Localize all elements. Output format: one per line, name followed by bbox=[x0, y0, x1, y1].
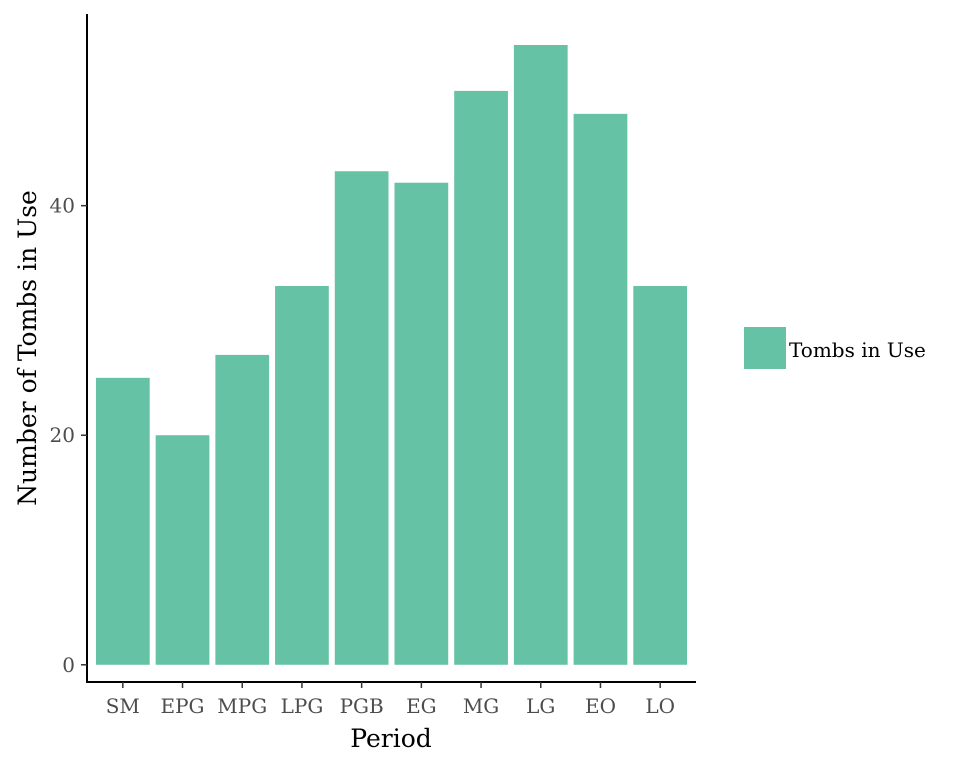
x-ticks-group: SM EPG MPG LPG PGB EG MG LG EO LO bbox=[106, 682, 675, 718]
y-axis-title: Number of Tombs in Use bbox=[13, 190, 42, 506]
legend: Tombs in Use bbox=[744, 327, 926, 369]
x-tick-label-sm: SM bbox=[106, 694, 140, 718]
x-tick-label-pgb: PGB bbox=[340, 694, 384, 718]
bars-group bbox=[95, 44, 688, 665]
x-tick-label-mg: MG bbox=[463, 694, 499, 718]
x-tick-label-epg: EPG bbox=[161, 694, 205, 718]
bar-eg bbox=[394, 182, 449, 665]
bar-mpg bbox=[215, 354, 270, 665]
bar-lpg bbox=[275, 286, 329, 665]
y-tick-label-40: 40 bbox=[50, 194, 75, 218]
bar-pgb bbox=[334, 171, 389, 665]
x-tick-label-lpg: LPG bbox=[281, 694, 324, 718]
bar-eo bbox=[573, 113, 628, 665]
x-tick-label-eo: EO bbox=[585, 694, 616, 718]
bar-sm bbox=[95, 377, 150, 665]
legend-key-swatch bbox=[744, 327, 786, 369]
y-tick-label-0: 0 bbox=[62, 653, 75, 677]
x-tick-label-mpg: MPG bbox=[217, 694, 267, 718]
bar-epg bbox=[155, 435, 210, 665]
y-tick-label-20: 20 bbox=[50, 423, 75, 447]
bar-mg bbox=[454, 90, 508, 665]
x-tick-label-lg: LG bbox=[526, 694, 555, 718]
bar-lg bbox=[513, 44, 568, 665]
x-tick-label-eg: EG bbox=[406, 694, 437, 718]
x-axis-title: Period bbox=[350, 724, 432, 753]
legend-label: Tombs in Use bbox=[789, 338, 926, 362]
x-tick-label-lo: LO bbox=[645, 694, 675, 718]
bar-lo bbox=[633, 286, 688, 665]
y-ticks-group: 0 20 40 bbox=[50, 194, 87, 677]
